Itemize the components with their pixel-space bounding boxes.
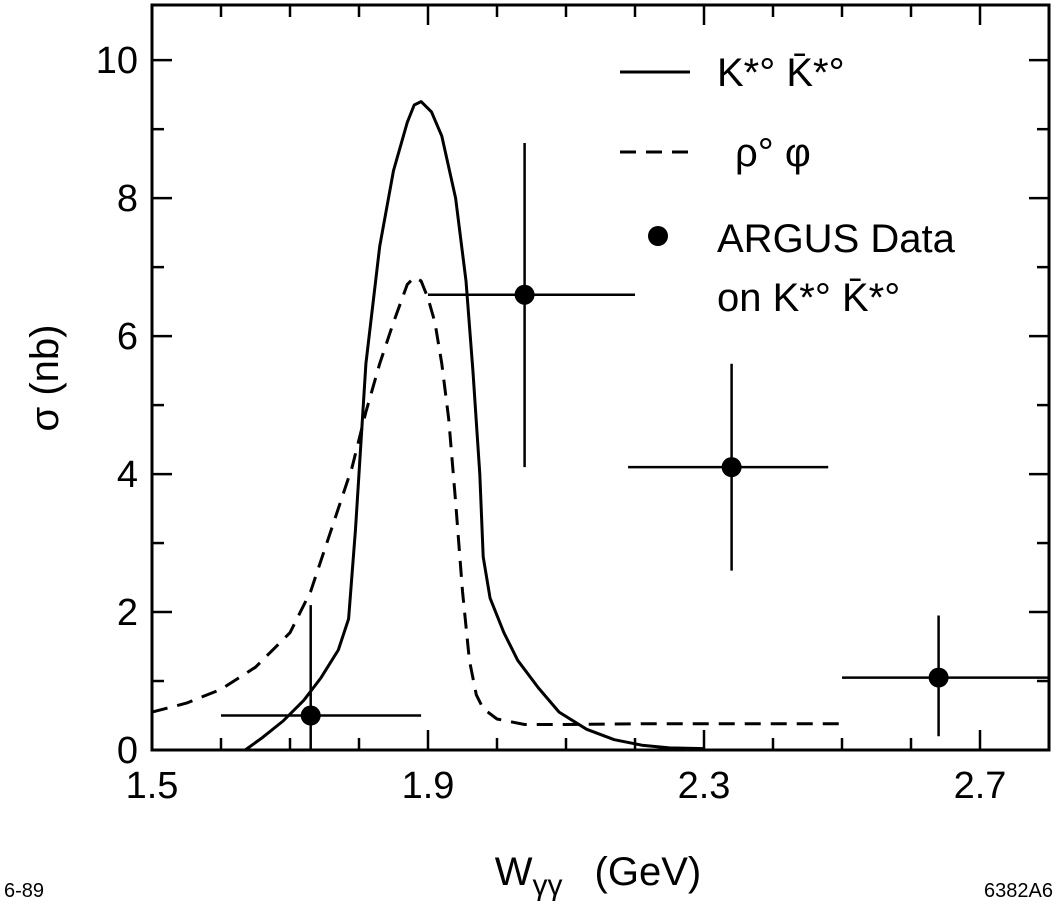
- plot-frame: [150, 3, 1051, 752]
- kstar-curve: [244, 100, 705, 752]
- y-tick-label: 0: [117, 730, 138, 772]
- legend-label-kstar: K*° K̄*°: [717, 51, 845, 95]
- x-tick-label: 1.9: [402, 765, 455, 807]
- x-axis-title-sub: γγ: [533, 869, 563, 902]
- y-axis-title: σ (nb): [23, 325, 67, 432]
- axis-tick-labels: 1.5 1.9 2.3 2.7 0 2 4 6 8 10: [96, 40, 1007, 807]
- argus-data-point: [628, 363, 829, 571]
- y-tick-label: 2: [117, 592, 138, 634]
- data-marker: [300, 705, 321, 726]
- data-marker: [928, 667, 949, 688]
- x-tick-label: 1.5: [126, 765, 179, 807]
- footer-left-note: 6-89: [4, 880, 44, 902]
- argus-data-point: [842, 615, 1049, 737]
- data-points: [221, 142, 1049, 750]
- y-tick-label: 8: [117, 178, 138, 220]
- x-tick-label: 2.7: [954, 765, 1007, 807]
- legend-label-rhophi: ρ° φ: [735, 131, 811, 175]
- x-tick-label: 2.3: [678, 765, 731, 807]
- x-axis-title-main: W: [495, 850, 533, 894]
- y-tick-label: 10: [96, 40, 138, 82]
- rho-phi-curve: [151, 276, 842, 726]
- legend-label-argus-line1: ARGUS Data: [717, 217, 956, 261]
- argus-data-point: [221, 605, 422, 750]
- data-marker: [721, 457, 742, 478]
- legend-dot-marker: [648, 226, 668, 246]
- data-marker: [514, 284, 535, 305]
- argus-data-point: [428, 142, 635, 468]
- footer-right-note: 6382A6: [984, 880, 1053, 902]
- axis-ticks: [150, 5, 1051, 752]
- y-tick-label: 4: [117, 454, 138, 496]
- legend: K*° K̄*° ρ° φ ARGUS Data on K*° K̄*°: [620, 51, 956, 320]
- legend-label-argus-line2: on K*° K̄*°: [717, 276, 900, 320]
- curves: [151, 100, 842, 752]
- x-axis-title-unit: (GeV): [595, 850, 702, 894]
- x-axis-title: Wγγ (GeV): [495, 850, 701, 902]
- y-tick-label: 6: [117, 316, 138, 358]
